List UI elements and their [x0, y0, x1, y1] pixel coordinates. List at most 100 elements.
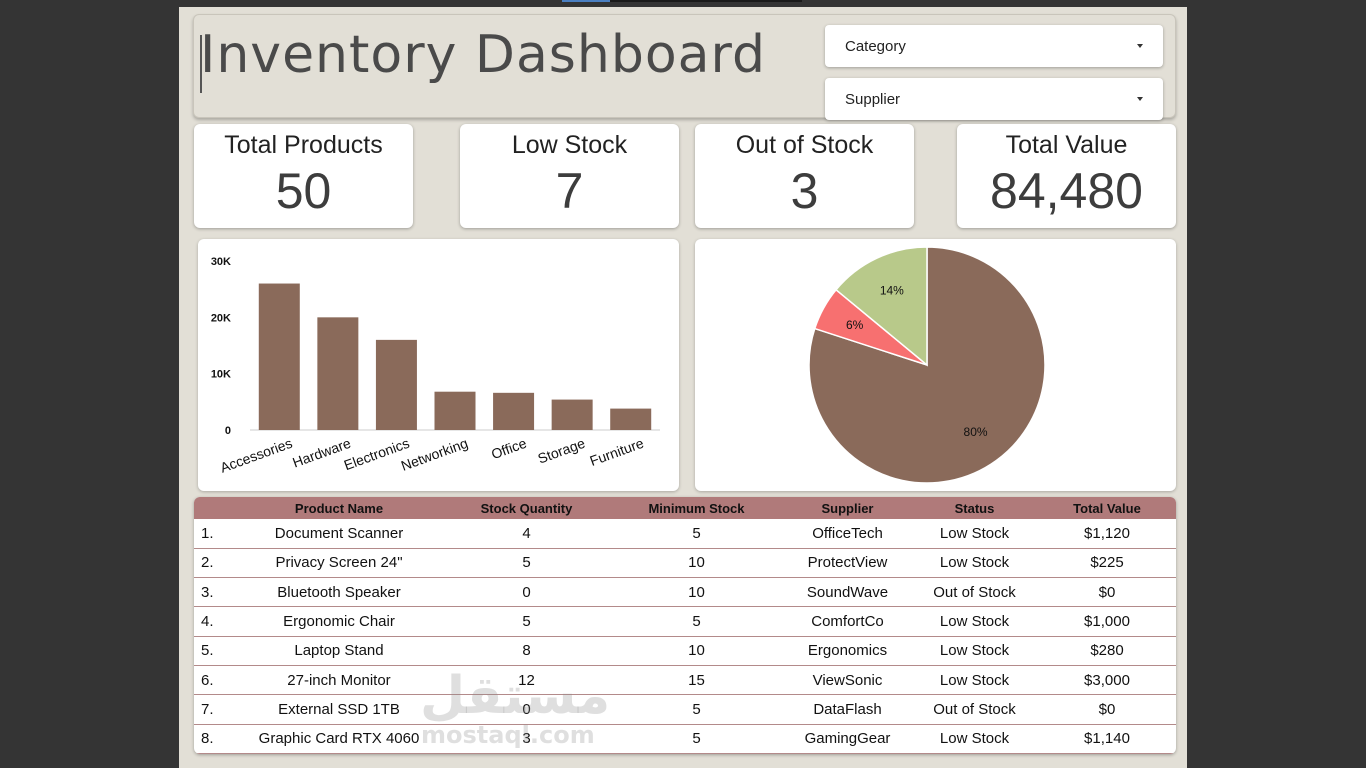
table-cell: 5	[522, 613, 531, 631]
pie-chart-panel: 80% 6% 14%	[695, 239, 1176, 491]
table-cell: 27-inch Monitor	[287, 671, 391, 689]
table-cell: ComfortCo	[811, 613, 884, 631]
text-cursor	[200, 35, 202, 93]
pie-slice[interactable]	[808, 246, 1046, 484]
table-cell: $1,000	[1084, 613, 1130, 631]
kpi-label: Total Products	[224, 131, 383, 159]
table-cell: Low Stock	[939, 671, 1010, 689]
page-title: Inventory Dashboard	[200, 25, 767, 85]
table-cell: 3	[522, 730, 531, 748]
table-cell: ProtectView	[807, 554, 888, 572]
bar-networking[interactable]	[434, 391, 476, 430]
dashboard-header: Inventory Dashboard Category Supplier	[193, 14, 1176, 120]
table-cell: Low Stock	[939, 554, 1010, 572]
table-cell: 4.	[201, 613, 214, 631]
supplier-dropdown[interactable]: Supplier	[825, 78, 1163, 120]
table-cell: $0	[1098, 700, 1116, 718]
table-cell: Low Stock	[939, 613, 1010, 631]
table-cell: SoundWave	[806, 583, 889, 601]
table-cell: 5	[692, 700, 701, 718]
table-cell: 4	[522, 524, 531, 542]
table-cell: OfficeTech	[812, 524, 883, 542]
kpi-label: Out of Stock	[735, 131, 874, 159]
table-cell: $3,000	[1084, 671, 1130, 689]
table-cell: 0	[522, 700, 531, 718]
table-cell: 2.	[201, 554, 214, 572]
bar-storage[interactable]	[551, 399, 593, 430]
table-cell: External SSD 1TB	[278, 700, 400, 718]
table-cell: 8.	[201, 730, 214, 748]
kpi-card-out-of-stock: Out of Stock 3	[695, 124, 914, 228]
x-tick-label: Storage	[536, 435, 588, 467]
y-tick-label: 30K	[211, 256, 231, 268]
column-header[interactable]: Minimum Stock	[648, 500, 745, 516]
watermark-arabic: مستقل	[420, 666, 611, 726]
pie-slice-label: 80%	[964, 425, 988, 439]
table-cell: Ergonomics	[807, 642, 888, 660]
column-header[interactable]: Total Value	[1073, 500, 1141, 516]
pie-slice-label: 6%	[846, 318, 864, 332]
table-cell: 5	[522, 554, 531, 572]
table-cell: $225	[1090, 554, 1124, 572]
column-header[interactable]: Status	[954, 500, 995, 516]
table-row[interactable]: 6. 27-inch Monitor 12 15 ViewSonic Low Stock $…	[194, 665, 1176, 695]
table-row[interactable]: 2. Privacy Screen 24" 5 10 ProtectView Low St…	[194, 548, 1176, 578]
bar-accessories[interactable]	[258, 283, 300, 430]
supplier-dropdown-label: Supplier	[845, 91, 901, 108]
kpi-card-low-stock: Low Stock 7	[460, 124, 679, 228]
table-cell: Low Stock	[939, 642, 1010, 660]
kpi-value: 3	[790, 163, 819, 219]
pie-slice[interactable]	[835, 246, 928, 367]
column-header[interactable]	[194, 497, 234, 519]
table-cell: Document Scanner	[274, 524, 404, 542]
column-header[interactable]: Supplier	[821, 500, 874, 516]
table-row[interactable]: 8. Graphic Card RTX 4060 3 5 GamingGear Low S…	[194, 724, 1176, 754]
category-dropdown[interactable]: Category	[825, 25, 1163, 67]
table-cell: Graphic Card RTX 4060	[258, 730, 420, 748]
table-cell: Low Stock	[939, 524, 1010, 542]
table-cell: 6.	[201, 671, 214, 689]
x-tick-label: Accessories	[218, 435, 294, 476]
bar-electronics[interactable]	[375, 339, 417, 430]
table-row[interactable]: 5. Laptop Stand 8 10 Ergonomics Low Stock $280	[194, 636, 1176, 666]
kpi-label: Low Stock	[511, 131, 628, 159]
table-cell: 5	[692, 524, 701, 542]
table-cell: Out of Stock	[933, 583, 1016, 601]
table-row[interactable]: 4. Ergonomic Chair 5 5 ComfortCo Low Stock $1,…	[194, 607, 1176, 637]
table-cell: 5	[692, 730, 701, 748]
table-cell: Bluetooth Speaker	[277, 583, 401, 601]
table-cell: 10	[688, 554, 705, 572]
table-cell: ViewSonic	[812, 671, 883, 689]
table-cell: 8	[522, 642, 531, 660]
bar-chart-panel: 0 10K 20K 30K Accessories Hardware Electronics…	[198, 239, 679, 491]
table-row[interactable]: 3. Bluetooth Speaker 0 10 SoundWave Out of St…	[194, 578, 1176, 607]
dashboard-canvas: Inventory Dashboard Category Supplier To…	[179, 7, 1187, 768]
table-body: 1. Document Scanner 4 5 OfficeTech Low Stock $…	[194, 519, 1176, 754]
table-row[interactable]: 1. Document Scanner 4 5 OfficeTech Low Stock $…	[194, 519, 1176, 549]
kpi-card-total-value: Total Value 84,480	[957, 124, 1176, 228]
kpi-value: 50	[275, 163, 332, 219]
table-cell: Ergonomic Chair	[283, 613, 395, 631]
table-cell: 15	[688, 671, 705, 689]
bar-chart: 010K20K30KAccessoriesHardwareElectronics…	[211, 256, 660, 476]
table-cell: $0	[1098, 583, 1116, 601]
y-tick-label: 10K	[211, 369, 231, 381]
bar-hardware[interactable]	[317, 317, 359, 430]
column-header[interactable]: Product Name	[294, 500, 384, 516]
table-cell: $1,120	[1084, 524, 1130, 542]
table-cell: 0	[522, 583, 531, 601]
table-cell: 3.	[201, 583, 214, 601]
table-row[interactable]: 7. External SSD 1TB 0 5 DataFlash Out of Stoc…	[194, 695, 1176, 725]
table-cell: 5	[692, 613, 701, 631]
column-header[interactable]: Stock Quantity	[480, 500, 573, 516]
table-cell: 12	[518, 671, 535, 689]
y-tick-label: 20K	[211, 312, 231, 324]
data-table: Product Name Stock Quantity Minimum Stock S…	[194, 497, 1176, 754]
bar-office[interactable]	[493, 392, 535, 430]
x-tick-label: Networking	[399, 435, 470, 474]
bar-furniture[interactable]	[610, 408, 652, 430]
category-dropdown-label: Category	[845, 38, 906, 55]
caret-down-icon	[1137, 44, 1143, 48]
watermark-latin: mostaql.com	[421, 721, 595, 749]
y-tick-label: 0	[225, 425, 231, 437]
